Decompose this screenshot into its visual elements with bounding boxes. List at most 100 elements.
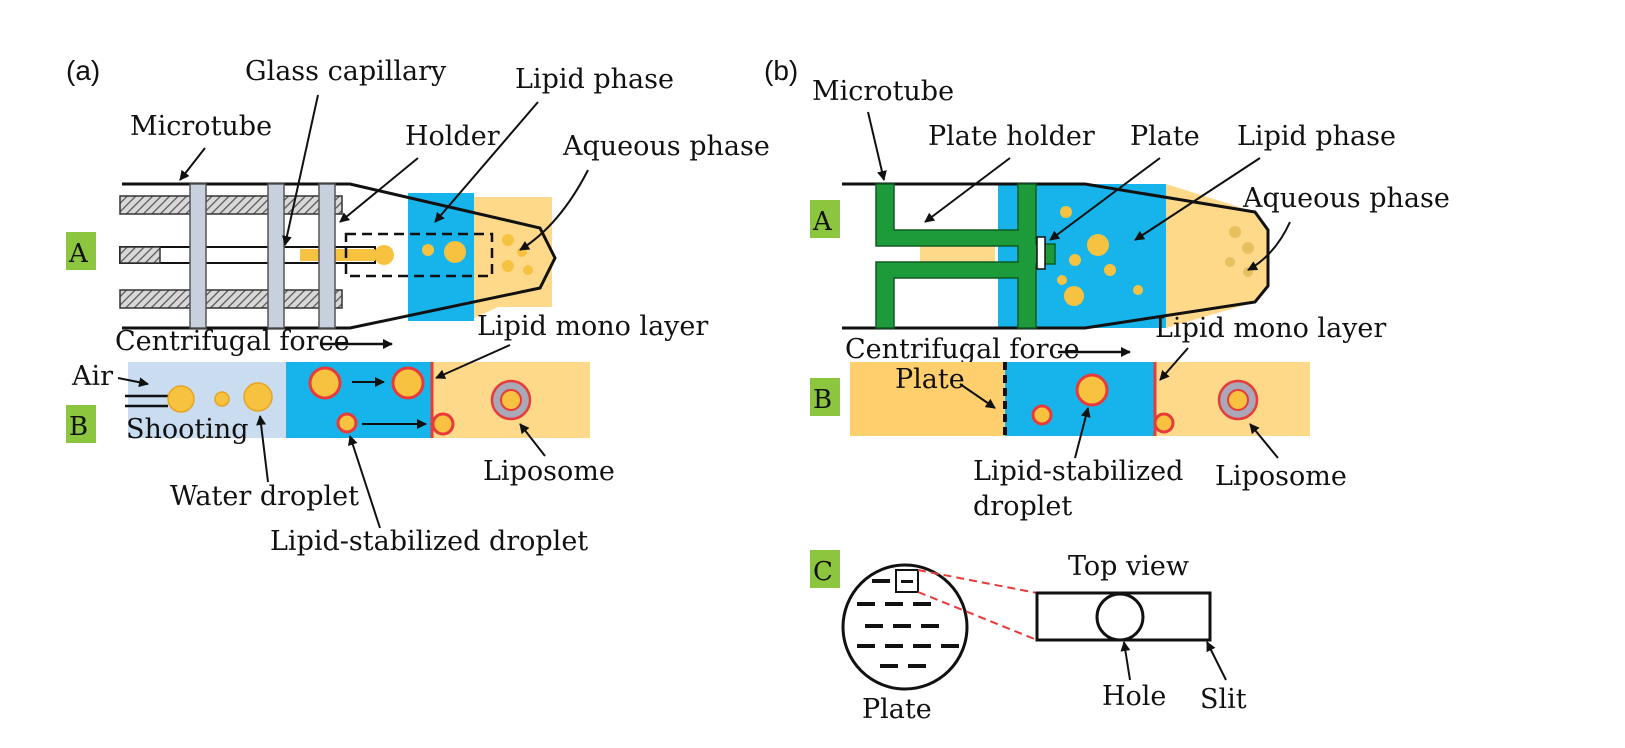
water-droplet [214, 391, 230, 407]
zoom-line [917, 569, 1038, 594]
label-lipid-mono-layer-b: Lipid mono layer [1155, 313, 1386, 344]
droplet [502, 234, 514, 246]
panel-a-tag-a: A [68, 239, 89, 269]
leader-lipid-phase-b [1134, 157, 1261, 241]
liposome-core [1227, 389, 1249, 411]
aqueous-phase-region-b [1166, 184, 1268, 328]
panel-a-microtube-schematic [119, 182, 557, 330]
label-plate-c: Plate [862, 694, 932, 725]
slit [880, 664, 898, 668]
slit [872, 579, 890, 583]
panel-b-tag-a: A [812, 207, 833, 237]
lipid-stabilized-droplet [391, 366, 425, 400]
label-centrifugal-force-b: Centrifugal force [845, 334, 1080, 365]
panel-a-tag-b-bg [66, 405, 96, 443]
lipid-stabilized-droplet [1075, 373, 1109, 407]
label-lipid-phase-a: Lipid phase [515, 64, 674, 95]
label-top-view: Top view [1068, 551, 1189, 582]
aqueous-inner-region [920, 243, 995, 265]
panel-b-microtube-schematic [842, 182, 1270, 330]
panel-b-tag-a-bg [810, 200, 840, 238]
label-lipid-stabilized-b-line2: droplet [973, 491, 1072, 522]
droplet [1057, 275, 1067, 285]
label-holder: Holder [405, 121, 500, 152]
leader-lipid-stabilized-droplet-a [348, 435, 381, 529]
panel-a: (a) [66, 55, 770, 557]
panel-a-label: (a) [66, 55, 100, 86]
label-aqueous-phase-b: Aqueous phase [1242, 183, 1450, 214]
label-lipid-stabilized-b-line1: Lipid-stabilized [973, 456, 1183, 487]
zoom-box [895, 569, 919, 593]
droplet [1069, 254, 1081, 266]
leader-slit [1206, 641, 1227, 681]
slit [865, 624, 883, 628]
plate-top-view [841, 563, 1212, 691]
leader-lipid-phase-a [434, 101, 539, 223]
plate [1036, 236, 1046, 270]
leader-liposome-a [519, 423, 546, 457]
crossing-droplet [1153, 412, 1175, 434]
droplet [444, 241, 466, 263]
label-microtube-b: Microtube [812, 76, 954, 107]
panel-a-strip [125, 362, 590, 438]
zoom-region-box [344, 232, 494, 278]
aqueous-left-strip [850, 362, 1005, 436]
slit [901, 580, 913, 583]
clamp-2 [267, 183, 285, 329]
slit [885, 602, 903, 606]
slit [908, 664, 926, 668]
leader-aqueous-phase-b [1247, 221, 1291, 271]
slit [913, 644, 931, 648]
droplet [1064, 286, 1084, 306]
leader-lipid-mono-layer-a [435, 344, 511, 379]
panel-b-tag-b-bg [810, 378, 840, 416]
label-plate-holder: Plate holder [928, 121, 1095, 152]
crossing-droplet [431, 412, 455, 436]
droplet [1229, 226, 1241, 238]
label-shooting: Shooting [126, 414, 249, 445]
label-glass-capillary: Glass capillary [245, 56, 447, 87]
label-hole: Hole [1102, 681, 1166, 712]
leader-air [117, 377, 149, 388]
droplet [422, 244, 434, 256]
slit [885, 644, 903, 648]
label-liposome-b: Liposome [1215, 461, 1347, 492]
label-plate-b-top: Plate [1130, 121, 1200, 152]
lipid-stabilized-droplet [308, 366, 342, 400]
droplet [1104, 264, 1116, 276]
leader-microtube-a [179, 147, 206, 181]
droplet [1060, 206, 1072, 218]
hatched-rod-top [119, 195, 343, 215]
label-plate-b-strip: Plate [895, 364, 965, 395]
slit [941, 644, 959, 648]
liposome-core [500, 389, 522, 411]
leader-microtube-b [867, 111, 887, 181]
leader-holder [339, 157, 419, 223]
water-droplet [243, 382, 273, 412]
label-liposome-a: Liposome [483, 456, 615, 487]
label-lipid-stabilized-droplet-a: Lipid-stabilized droplet [270, 526, 588, 557]
droplet [523, 265, 533, 275]
lipid-stabilized-droplet [336, 412, 358, 434]
hatched-rod-bottom [119, 289, 343, 309]
label-water-droplet: Water droplet [170, 481, 359, 512]
leader-liposome-b [1249, 423, 1279, 459]
slit [913, 602, 931, 606]
clamp-1 [189, 183, 207, 329]
label-aqueous-phase-a: Aqueous phase [562, 131, 770, 162]
leader-plate-strip [959, 383, 996, 409]
leader-aqueous-phase-a [519, 169, 589, 251]
panel-b: (b) A Microtube Plate holder [764, 55, 1450, 725]
label-slit: Slit [1200, 684, 1247, 715]
clamp-3 [318, 183, 336, 329]
panel-b-tag-b: B [813, 385, 832, 415]
zoom-line [917, 591, 1038, 641]
capillary-fill [300, 249, 375, 261]
panel-a-tag-a-bg [66, 232, 96, 270]
leader-plate-holder [924, 157, 1011, 223]
droplet [1242, 242, 1254, 254]
microtube-outline [122, 182, 557, 330]
water-droplet [167, 385, 195, 413]
plate-holder [875, 183, 1056, 329]
